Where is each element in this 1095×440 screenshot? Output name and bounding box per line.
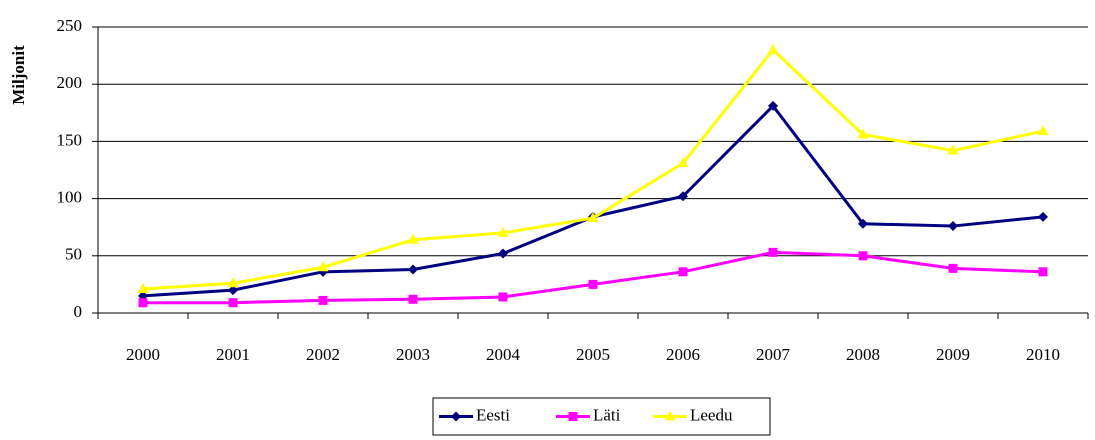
x-tick-label: 2001 (216, 345, 250, 364)
marker (857, 128, 869, 139)
legend-label: Läti (593, 405, 621, 424)
marker (408, 294, 418, 304)
legend-label: Leedu (690, 405, 733, 424)
x-tick-label: 2004 (486, 345, 521, 364)
legend-label: Eesti (476, 405, 510, 424)
marker (568, 412, 578, 421)
x-tick-label: 2005 (576, 345, 610, 364)
series-line (142, 47, 1044, 291)
marker (451, 411, 461, 422)
marker (228, 285, 238, 296)
marker (317, 261, 329, 272)
y-tick-label: 150 (57, 130, 83, 149)
marker (948, 221, 958, 232)
marker (947, 144, 959, 155)
y-tick-label: 50 (65, 245, 82, 264)
marker (588, 279, 598, 289)
x-tick-label: 2002 (306, 345, 340, 364)
x-tick-label: 2007 (756, 345, 791, 364)
y-tick-label: 100 (57, 188, 83, 207)
marker (678, 267, 688, 277)
marker (137, 282, 149, 293)
marker (498, 292, 508, 302)
marker (1038, 211, 1048, 222)
marker (1038, 267, 1048, 277)
y-tick-label: 0 (74, 302, 83, 321)
x-tick-label: 2010 (1026, 345, 1060, 364)
marker (858, 218, 868, 229)
series-line (143, 250, 1044, 305)
marker (677, 157, 689, 168)
marker (587, 212, 599, 223)
x-tick-label: 2000 (126, 345, 160, 364)
marker (498, 248, 508, 259)
x-tick-label: 2009 (936, 345, 970, 364)
marker (1037, 125, 1049, 136)
series-line (142, 103, 1044, 298)
legend-box (432, 397, 771, 436)
marker (768, 247, 778, 257)
marker (664, 410, 676, 421)
y-tick-label: 200 (57, 73, 83, 92)
x-tick-label: 2008 (846, 345, 880, 364)
marker (227, 277, 239, 288)
marker (858, 251, 868, 261)
marker (407, 233, 419, 244)
marker (948, 263, 958, 273)
marker (678, 191, 688, 202)
marker (408, 264, 418, 275)
marker (228, 298, 238, 308)
x-tick-label: 2003 (396, 345, 430, 364)
marker (318, 295, 328, 305)
x-tick-label: 2006 (666, 345, 700, 364)
marker (767, 43, 779, 54)
y-tick-label: 250 (57, 16, 83, 35)
marker (138, 298, 148, 308)
marker (768, 100, 778, 111)
marker (497, 226, 509, 237)
y-axis-label: Miljonit (9, 45, 28, 105)
